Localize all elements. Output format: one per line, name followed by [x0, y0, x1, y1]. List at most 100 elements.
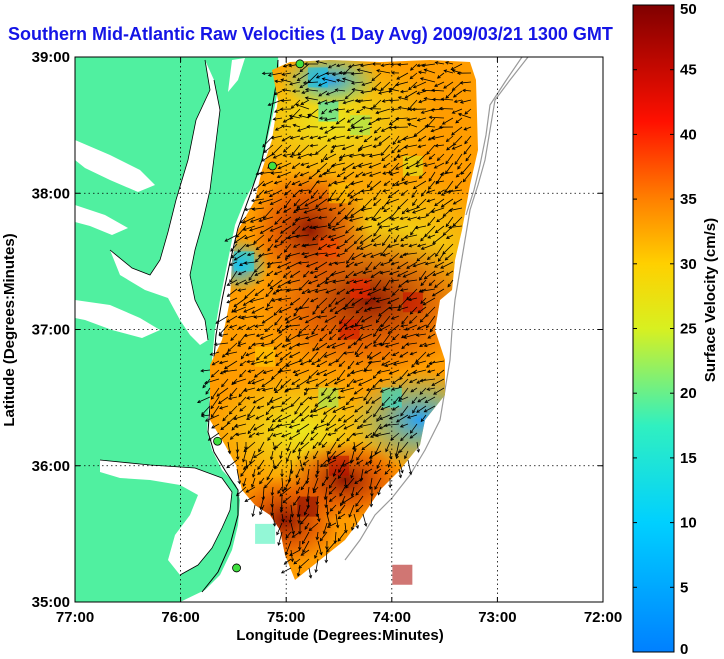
velocity-vector-head: [323, 496, 328, 501]
velocity-vector: [354, 315, 364, 327]
velocity-vector: [347, 342, 355, 349]
velocity-vector: [317, 99, 328, 105]
velocity-vector: [362, 513, 367, 527]
velocity-vector-head: [397, 96, 402, 100]
velocity-vector-head: [221, 383, 225, 388]
velocity-vector-head: [328, 398, 332, 403]
velocity-vector-head: [396, 273, 401, 277]
velocity-vector: [392, 180, 400, 187]
velocity-vector: [249, 450, 256, 465]
velocity-vector-head: [200, 368, 204, 373]
velocity-vector-head: [235, 449, 240, 454]
velocity-vector-head: [425, 213, 430, 217]
velocity-vector: [308, 369, 319, 379]
velocity-vector-head: [237, 343, 241, 347]
velocity-vector: [374, 441, 382, 455]
x-tick-label: 75:00: [267, 609, 305, 626]
velocity-vector-head: [318, 174, 323, 178]
velocity-vector: [407, 459, 412, 475]
velocity-vector-head: [399, 288, 404, 292]
velocity-vector-head: [344, 185, 349, 189]
velocity-vector: [338, 468, 346, 479]
velocity-vector: [317, 540, 322, 555]
velocity-vector-head: [280, 570, 285, 574]
velocity-vector-head: [363, 138, 368, 143]
velocity-vector: [342, 495, 355, 504]
velocity-vector-head: [376, 465, 380, 470]
velocity-vector: [300, 135, 310, 140]
velocity-vector: [268, 72, 283, 76]
velocity-vector: [335, 261, 346, 264]
velocity-vector: [398, 468, 402, 478]
velocity-vector-head: [279, 455, 283, 460]
velocity-vector: [244, 495, 256, 502]
velocity-vector: [337, 513, 346, 519]
velocity-vector: [314, 261, 328, 270]
velocity-vector-head: [205, 391, 209, 395]
velocity-vector: [312, 234, 319, 241]
velocity-vector-head: [277, 165, 282, 170]
velocity-vector-head: [361, 319, 365, 323]
velocity-vector: [349, 216, 364, 222]
velocity-vector: [251, 198, 265, 202]
velocity-vector: [458, 113, 472, 119]
velocity-vector-head: [350, 81, 355, 85]
velocity-vector-head: [300, 552, 305, 556]
velocity-vector-head: [290, 105, 295, 109]
colorbar-tick-label: 20: [680, 385, 697, 402]
velocity-vector: [415, 162, 427, 167]
velocity-vector: [328, 450, 337, 461]
velocity-vector-head: [259, 506, 263, 511]
velocity-vector: [244, 234, 256, 239]
velocity-vector-head: [297, 448, 302, 452]
velocity-vector-head: [202, 384, 206, 389]
velocity-vector-head: [237, 271, 242, 276]
velocity-vector-head: [300, 467, 305, 472]
velocity-vector-head: [339, 492, 343, 497]
velocity-vector-head: [249, 219, 254, 223]
velocity-vector: [401, 324, 409, 327]
velocity-vector-head: [327, 234, 332, 239]
velocity-vector-head: [328, 262, 333, 266]
velocity-vector-head: [291, 381, 295, 385]
velocity-vector-head: [350, 181, 355, 186]
x-ticks: 77:00 76:00 75:00 74:00 73:00 72:00: [56, 57, 622, 626]
velocity-vector: [406, 261, 418, 269]
velocity-vector: [258, 198, 274, 204]
velocity-vector-head: [438, 106, 443, 111]
velocity-vector-head: [242, 466, 247, 470]
velocity-vector-head: [334, 261, 339, 265]
velocity-vector: [395, 441, 400, 457]
velocity-vector-head: [408, 243, 413, 248]
velocity-vector: [293, 198, 301, 207]
velocity-vector-head: [360, 207, 365, 212]
velocity-vector: [300, 432, 310, 445]
velocity-vector-head: [328, 303, 332, 308]
velocity-vector-head: [289, 154, 294, 158]
velocity-vector: [277, 261, 292, 269]
velocity-vector-head: [337, 538, 342, 542]
velocity-vector: [316, 180, 328, 183]
velocity-vector-head: [267, 264, 271, 269]
velocity-vector-head: [292, 370, 297, 374]
velocity-vector: [435, 62, 445, 65]
velocity-vector: [420, 414, 427, 422]
velocity-vector-head: [372, 104, 377, 108]
velocity-vector-head: [276, 210, 280, 215]
velocity-vector: [336, 79, 346, 83]
velocity-vector-head: [240, 355, 245, 360]
velocity-vector: [392, 288, 400, 296]
velocity-vector-head: [237, 480, 242, 485]
velocity-vector-head: [368, 154, 373, 158]
velocity-vector-head: [270, 171, 275, 175]
velocity-vector-head: [447, 283, 451, 288]
velocity-vector-head: [388, 371, 393, 375]
velocity-vector-head: [430, 128, 435, 133]
velocity-vector-head: [345, 290, 350, 294]
velocity-vector: [379, 423, 391, 429]
velocity-vector: [388, 225, 400, 232]
velocity-vector: [296, 342, 310, 346]
velocity-vector-head: [320, 237, 324, 241]
velocity-vector-head: [408, 86, 412, 91]
velocity-vector-head: [263, 190, 268, 194]
